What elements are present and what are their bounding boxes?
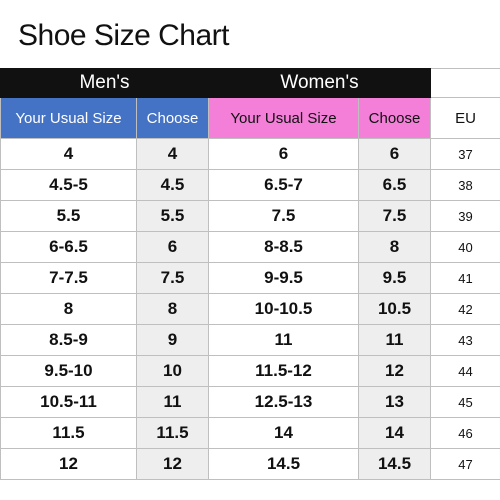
page-title: Shoe Size Chart (18, 19, 229, 52)
women-choose-cell: 11 (358, 324, 431, 356)
men-usual-size-cell: 12 (0, 448, 137, 480)
women-usual-size-cell: 6 (208, 138, 359, 170)
men-usual-size-cell: 11.5 (0, 417, 137, 449)
women-usual-size-cell: 6.5-7 (208, 169, 359, 201)
men-choose-cell: 8 (136, 293, 209, 325)
men-usual-size-header: Your Usual Size (0, 97, 137, 139)
women-usual-size-cell: 11.5-12 (208, 355, 359, 387)
men-usual-size-cell: 9.5-10 (0, 355, 137, 387)
men-usual-size-cell: 8.5-9 (0, 324, 137, 356)
eu-size-cell: 44 (430, 355, 500, 387)
women-usual-size-cell: 14 (208, 417, 359, 449)
women-choose-cell: 8 (358, 231, 431, 263)
women-usual-size-cell: 12.5-13 (208, 386, 359, 418)
men-usual-size-cell: 4.5-5 (0, 169, 137, 201)
eu-size-cell: 39 (430, 200, 500, 232)
eu-size-cell: 37 (430, 138, 500, 170)
men-usual-size-cell: 8 (0, 293, 137, 325)
women-choose-cell: 9.5 (358, 262, 431, 294)
table-row: 8.5-9 9 11 11 43 (0, 324, 500, 356)
men-choose-cell: 12 (136, 448, 209, 480)
eu-size-cell: 41 (430, 262, 500, 294)
women-choose-cell: 6.5 (358, 169, 431, 201)
men-usual-size-cell: 6-6.5 (0, 231, 137, 263)
size-rows: 4 4 6 6 37 4.5-5 4.5 6.5-7 6.5 38 5.5 5.5 7.5 7.5 39 6-… (0, 138, 500, 480)
table-row: 5.5 5.5 7.5 7.5 39 (0, 200, 500, 232)
table-row: 9.5-10 10 11.5-12 12 44 (0, 355, 500, 387)
men-choose-cell: 11.5 (136, 417, 209, 449)
women-group-header: Women's (208, 68, 431, 98)
women-choose-cell: 12 (358, 355, 431, 387)
men-usual-size-cell: 7-7.5 (0, 262, 137, 294)
table-row: 10.5-11 11 12.5-13 13 45 (0, 386, 500, 418)
column-header-row: Your Usual Size Choose Your Usual Size C… (0, 97, 500, 139)
eu-header: EU (430, 97, 500, 139)
men-choose-cell: 11 (136, 386, 209, 418)
group-header-row: Men's Women's (0, 68, 500, 98)
eu-size-cell: 38 (430, 169, 500, 201)
men-choose-cell: 4.5 (136, 169, 209, 201)
table-row: 7-7.5 7.5 9-9.5 9.5 41 (0, 262, 500, 294)
women-usual-size-header: Your Usual Size (208, 97, 359, 139)
eu-size-cell: 45 (430, 386, 500, 418)
women-choose-cell: 13 (358, 386, 431, 418)
table-row: 12 12 14.5 14.5 47 (0, 448, 500, 480)
table-row: 8 8 10-10.5 10.5 42 (0, 293, 500, 325)
men-choose-cell: 7.5 (136, 262, 209, 294)
table-row: 6-6.5 6 8-8.5 8 40 (0, 231, 500, 263)
table-row: 4 4 6 6 37 (0, 138, 500, 170)
men-choose-header: Choose (136, 97, 209, 139)
eu-size-cell: 46 (430, 417, 500, 449)
women-usual-size-cell: 8-8.5 (208, 231, 359, 263)
men-usual-size-cell: 5.5 (0, 200, 137, 232)
women-usual-size-cell: 9-9.5 (208, 262, 359, 294)
men-choose-cell: 6 (136, 231, 209, 263)
table-row: 4.5-5 4.5 6.5-7 6.5 38 (0, 169, 500, 201)
men-choose-cell: 5.5 (136, 200, 209, 232)
eu-size-cell: 43 (430, 324, 500, 356)
men-group-header: Men's (0, 68, 209, 98)
eu-group-blank (430, 68, 500, 98)
women-choose-cell: 6 (358, 138, 431, 170)
eu-size-cell: 40 (430, 231, 500, 263)
eu-size-cell: 42 (430, 293, 500, 325)
women-usual-size-cell: 7.5 (208, 200, 359, 232)
men-usual-size-cell: 4 (0, 138, 137, 170)
men-choose-cell: 4 (136, 138, 209, 170)
women-choose-cell: 14 (358, 417, 431, 449)
women-usual-size-cell: 11 (208, 324, 359, 356)
women-choose-cell: 14.5 (358, 448, 431, 480)
eu-size-cell: 47 (430, 448, 500, 480)
women-usual-size-cell: 14.5 (208, 448, 359, 480)
size-chart-table: Men's Women's Your Usual Size Choose You… (0, 68, 500, 480)
women-usual-size-cell: 10-10.5 (208, 293, 359, 325)
men-usual-size-cell: 10.5-11 (0, 386, 137, 418)
women-choose-header: Choose (358, 97, 431, 139)
men-choose-cell: 10 (136, 355, 209, 387)
men-choose-cell: 9 (136, 324, 209, 356)
women-choose-cell: 10.5 (358, 293, 431, 325)
women-choose-cell: 7.5 (358, 200, 431, 232)
table-row: 11.5 11.5 14 14 46 (0, 417, 500, 449)
